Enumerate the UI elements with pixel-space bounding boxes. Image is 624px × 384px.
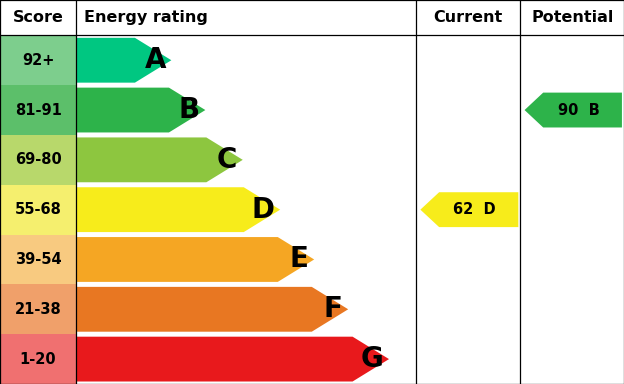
Text: 39-54: 39-54 xyxy=(15,252,61,267)
Bar xyxy=(76,285,416,334)
Text: B: B xyxy=(178,96,200,124)
Text: Score: Score xyxy=(12,10,64,25)
Bar xyxy=(76,85,416,135)
Bar xyxy=(76,334,416,384)
Bar xyxy=(416,185,520,235)
Text: C: C xyxy=(217,146,237,174)
Polygon shape xyxy=(76,88,205,132)
Bar xyxy=(416,235,520,285)
Polygon shape xyxy=(421,192,519,227)
Bar xyxy=(416,285,520,334)
Text: D: D xyxy=(251,196,275,223)
Text: Potential: Potential xyxy=(531,10,613,25)
Text: 21-38: 21-38 xyxy=(15,302,61,317)
Polygon shape xyxy=(76,137,243,182)
Bar xyxy=(0,85,76,135)
Bar xyxy=(76,235,416,285)
Bar xyxy=(0,235,76,285)
Bar xyxy=(520,285,624,334)
Bar xyxy=(0,285,76,334)
Bar xyxy=(520,235,624,285)
Text: 55-68: 55-68 xyxy=(14,202,62,217)
Text: 90  B: 90 B xyxy=(558,103,600,118)
Polygon shape xyxy=(76,187,280,232)
Text: E: E xyxy=(290,245,309,273)
Bar xyxy=(0,0,624,35)
Text: 62  D: 62 D xyxy=(454,202,496,217)
Polygon shape xyxy=(76,337,389,382)
Bar xyxy=(0,185,76,235)
Bar xyxy=(0,334,76,384)
Text: 92+: 92+ xyxy=(22,53,54,68)
Bar xyxy=(0,35,76,85)
Bar xyxy=(520,135,624,185)
Bar xyxy=(0,135,76,185)
Bar xyxy=(416,85,520,135)
Bar xyxy=(520,35,624,85)
Text: 69-80: 69-80 xyxy=(15,152,61,167)
Bar xyxy=(76,135,416,185)
Bar xyxy=(520,85,624,135)
Polygon shape xyxy=(76,38,172,83)
Text: Energy rating: Energy rating xyxy=(84,10,208,25)
Text: G: G xyxy=(361,345,384,373)
Bar xyxy=(76,35,416,85)
Text: F: F xyxy=(324,295,343,323)
Bar xyxy=(76,185,416,235)
Bar xyxy=(416,35,520,85)
Text: 81-91: 81-91 xyxy=(14,103,62,118)
Text: Current: Current xyxy=(434,10,503,25)
Polygon shape xyxy=(76,287,348,332)
Text: 1-20: 1-20 xyxy=(20,352,56,367)
Bar xyxy=(520,185,624,235)
Bar xyxy=(520,334,624,384)
Bar xyxy=(416,334,520,384)
Polygon shape xyxy=(525,93,622,127)
Bar xyxy=(416,135,520,185)
Text: A: A xyxy=(144,46,166,74)
Polygon shape xyxy=(76,237,314,282)
